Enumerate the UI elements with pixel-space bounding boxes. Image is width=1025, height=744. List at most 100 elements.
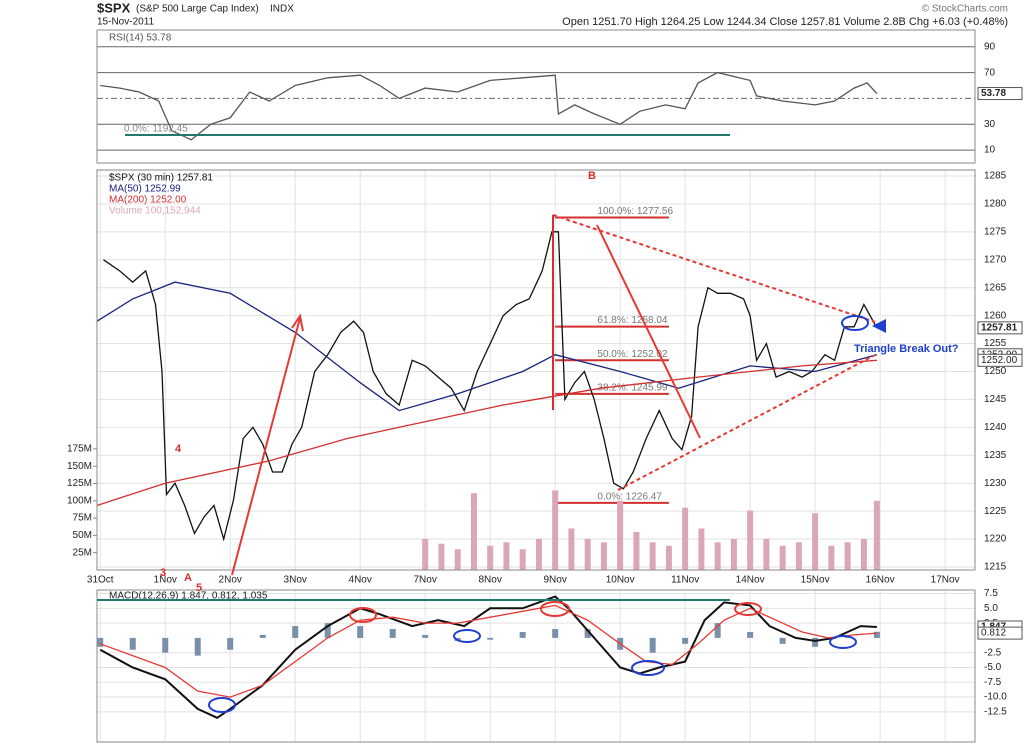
lower-trendline [617, 354, 876, 491]
series-line [103, 231, 878, 542]
bar [292, 626, 299, 638]
y-tick-label: -10.0 [984, 692, 1007, 703]
fib-label: 38.2%: 1245.99 [597, 383, 667, 394]
bar [795, 542, 802, 570]
last-value-label: 1252.00 [981, 355, 1018, 366]
bar [487, 545, 494, 570]
bar [873, 500, 880, 570]
last-value-box [977, 321, 1023, 335]
bar [503, 542, 510, 570]
bar [714, 623, 721, 638]
y-tick-label: 1285 [984, 171, 1007, 182]
bar [747, 510, 754, 570]
bar [812, 637, 819, 647]
bar [584, 538, 591, 570]
legend-entry: MA(50) 1252.99 [109, 184, 181, 195]
x-tick-label: 14Nov [736, 575, 765, 586]
fib-label: 50.0%: 1252.02 [597, 349, 667, 360]
arrow-line [231, 317, 301, 576]
bar [438, 543, 445, 570]
date: 15-Nov-2011 [97, 17, 155, 28]
last-value-label: 53.78 [981, 88, 1006, 99]
y-tick-label: 1245 [984, 394, 1007, 405]
y-tick-label: 1260 [984, 310, 1007, 321]
y-tick-label: -12.5 [984, 706, 1007, 717]
y2-tick-label: 125M [67, 478, 92, 489]
legend-entry: MA(200) 1252.00 [109, 195, 187, 206]
exchange: INDX [270, 4, 294, 15]
y-tick-label: 7.5 [984, 588, 998, 599]
y-tick-label: 1220 [984, 534, 1007, 545]
macd-circle [349, 607, 377, 623]
panel-background [97, 590, 975, 742]
y-tick-label: 1255 [984, 338, 1007, 349]
bar [552, 490, 559, 570]
panel-background [97, 30, 975, 163]
y2-tick-label: 50M [73, 530, 92, 541]
x-tick-label: 1Nov [154, 575, 177, 586]
y2-tick-label: 175M [67, 444, 92, 455]
y-tick-label: 70 [984, 67, 996, 78]
bar [487, 637, 494, 640]
arrow-head [291, 313, 304, 332]
break-circle [841, 315, 869, 331]
symbol: $SPX [97, 0, 131, 15]
last-value-box [977, 87, 1023, 101]
bar [552, 629, 559, 638]
bar [600, 542, 607, 570]
fib-label: 61.8%: 1258.04 [597, 315, 667, 326]
y-tick-label: 1280 [984, 199, 1007, 210]
series-line [100, 71, 878, 141]
last-value-label: 0.812 [981, 628, 1006, 639]
bar [633, 531, 640, 570]
bar [649, 542, 656, 570]
bar [698, 528, 705, 570]
bar [763, 538, 770, 570]
panel-title: MACD(12,26,9) 1.847, 0.812, 1.035 [109, 591, 268, 602]
panel-frame [96, 169, 976, 571]
rsi-annotation: 0.0%: 1192.45 [124, 124, 188, 135]
bar [812, 513, 819, 570]
last-value-box [977, 626, 1023, 640]
x-tick-label: 11Nov [671, 575, 699, 586]
note: B [588, 170, 596, 182]
x-tick-label: 17Nov [931, 575, 960, 586]
x-tick-label: 9Nov [543, 575, 566, 586]
bar [162, 637, 169, 653]
quote: Open 1251.70 High 1264.25 Low 1244.34 Cl… [562, 16, 1008, 28]
x-tick-label: 4Nov [349, 575, 372, 586]
y2-tick-label: 150M [67, 461, 92, 472]
bar [535, 538, 542, 570]
series-line [96, 281, 878, 412]
last-value-box [977, 353, 1023, 367]
bar [519, 631, 526, 638]
bar [129, 637, 136, 650]
y-tick-label: -2.5 [984, 647, 1002, 658]
last-value-label: 1257.81 [981, 322, 1018, 333]
note: 5 [196, 582, 202, 594]
panels: 10 30 70 90 RSI(14) 53.78 53.78 31Oct 1Nov 2Nov 3… [67, 29, 1023, 743]
bar [828, 545, 835, 570]
macd-circle [453, 629, 481, 643]
series-line [99, 604, 877, 698]
bar [844, 542, 851, 570]
bar [97, 637, 104, 647]
y-tick-label: 5.0 [984, 603, 998, 614]
y-tick-label: 30 [984, 119, 996, 130]
bar [779, 545, 786, 570]
y2-tick-label: 25M [73, 547, 92, 558]
wave-line [596, 224, 701, 439]
y-tick-label: 1270 [984, 254, 1007, 265]
bar [454, 549, 461, 570]
bar [259, 634, 266, 638]
y-tick-label: 1230 [984, 478, 1007, 489]
bar [357, 626, 364, 638]
bar [730, 538, 737, 570]
index-name: (S&P 500 Large Cap Index) [136, 4, 259, 15]
bar [324, 623, 331, 638]
bar [617, 500, 624, 570]
x-tick-label: 16Nov [866, 575, 895, 586]
bar [470, 493, 477, 570]
bar [422, 538, 429, 570]
